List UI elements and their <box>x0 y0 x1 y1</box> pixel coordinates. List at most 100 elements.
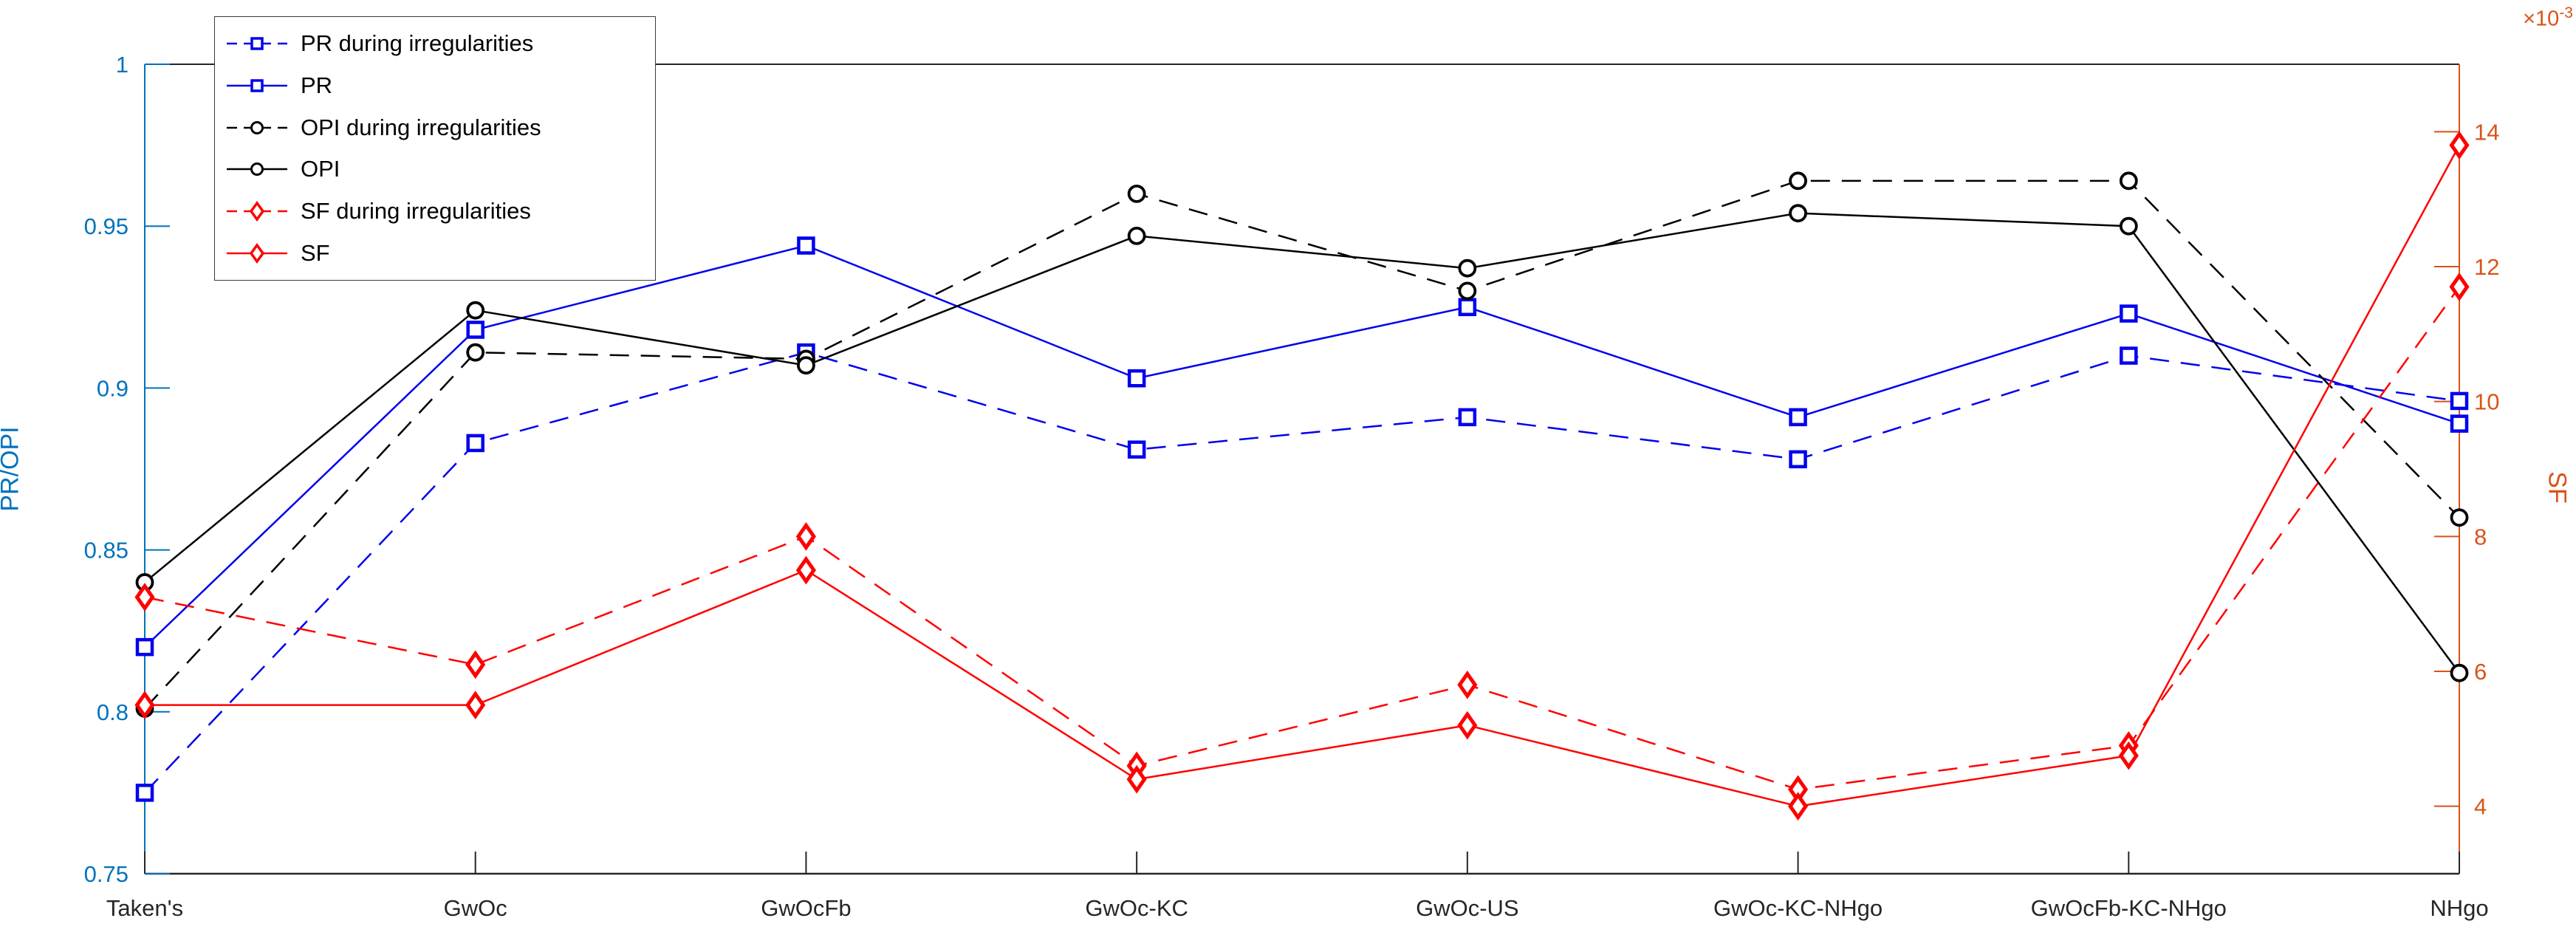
left-tick-label: 0.85 <box>84 538 129 564</box>
diamond-marker <box>134 583 155 612</box>
circle-marker <box>466 301 485 320</box>
legend-entry: SF <box>225 234 651 273</box>
diamond-marker <box>1457 710 1478 740</box>
x-tick-label: GwOc-KC-NHgo <box>1713 895 1883 921</box>
square-marker <box>2120 346 2138 365</box>
square-marker <box>250 37 264 51</box>
square-marker <box>135 784 154 802</box>
diamond-marker <box>134 691 155 720</box>
legend-entry: OPI <box>225 150 651 188</box>
x-tick-label: GwOc-US <box>1416 895 1519 921</box>
square-marker <box>2450 414 2469 433</box>
diamond-marker <box>1788 792 1809 821</box>
series-lines <box>144 145 2461 807</box>
square-marker <box>466 434 484 453</box>
circle-marker <box>466 343 485 362</box>
left-y-axis-label: PR/OPI <box>0 426 24 512</box>
diamond-marker <box>1457 670 1478 699</box>
diamond-marker <box>1126 764 1147 794</box>
right-axis-exponent: ×10-3 <box>2523 4 2573 31</box>
x-tick-label: GwOc-KC <box>1085 895 1188 921</box>
diamond-marker <box>795 555 816 585</box>
diamond-marker <box>2449 273 2470 301</box>
legend-label: OPI <box>301 156 340 182</box>
left-tick-label: 0.9 <box>97 375 129 401</box>
diamond-marker <box>465 691 486 720</box>
x-tick-label: GwOcFb <box>761 895 851 921</box>
left-tick-label: 0.75 <box>84 861 129 887</box>
diamond-marker <box>2118 741 2139 770</box>
series-line-sf-during-irregularities <box>144 286 2461 791</box>
left-tick-label: 0.8 <box>97 699 129 725</box>
legend-label: SF during irregularities <box>301 197 531 224</box>
circle-marker <box>1127 226 1146 245</box>
legend-label: PR <box>301 72 333 98</box>
diamond-marker <box>465 650 486 679</box>
series-line-sf <box>145 145 2461 807</box>
circle-marker <box>2450 508 2469 527</box>
diamond-marker <box>249 242 265 264</box>
x-tick-label: NHgo <box>2430 895 2488 921</box>
square-marker <box>1789 450 1807 469</box>
legend-sample-dashed <box>227 37 287 51</box>
square-marker <box>1458 408 1477 427</box>
circle-marker <box>2119 216 2138 236</box>
right-y-axis-label: SF <box>2543 471 2572 504</box>
x-tick-label: GwOcFb-KC-NHgo <box>2031 895 2227 921</box>
series-markers <box>134 131 2470 821</box>
circle-marker <box>1789 171 1807 191</box>
legend-sample-dashed <box>227 200 287 222</box>
series-line-opi <box>144 212 2461 674</box>
circle-marker <box>2450 663 2469 682</box>
square-marker <box>2450 391 2469 411</box>
legend-sample-dashed <box>227 120 287 134</box>
legend-entry: PR <box>225 66 651 105</box>
legend-entry: OPI during irregularities <box>225 109 651 147</box>
square-marker <box>2120 304 2138 323</box>
square-marker <box>135 637 154 657</box>
circle-marker <box>1789 204 1807 223</box>
square-marker <box>466 321 484 339</box>
square-marker <box>250 79 264 92</box>
x-tick-label: GwOc <box>444 895 507 921</box>
right-tick-label: 14 <box>2474 119 2499 145</box>
legend-sample-solid <box>227 162 287 177</box>
circle-marker <box>1458 258 1477 278</box>
diamond-marker <box>249 200 265 222</box>
circle-marker <box>250 120 264 134</box>
legend-sample-solid <box>227 242 287 264</box>
circle-marker <box>797 356 815 375</box>
square-marker <box>1127 369 1146 388</box>
square-marker <box>1127 440 1146 459</box>
right-tick-label: 12 <box>2474 254 2499 280</box>
left-tick-label: 0.95 <box>84 213 129 239</box>
circle-marker <box>1458 281 1477 301</box>
diamond-marker <box>795 521 816 551</box>
right-tick-label: 6 <box>2474 659 2487 685</box>
series-line-pr <box>144 244 2460 648</box>
right-tick-label: 10 <box>2474 389 2499 415</box>
square-marker <box>797 236 815 255</box>
legend-box: PR during irregularities PR OPI during irr… <box>214 16 656 281</box>
legend-label: PR during irregularities <box>301 30 534 57</box>
diamond-marker <box>2449 131 2470 160</box>
x-tick-label: Taken's <box>106 895 183 921</box>
legend-sample-solid <box>227 79 287 92</box>
circle-marker <box>250 162 264 177</box>
right-tick-label: 4 <box>2474 794 2487 820</box>
legend-entry: SF during irregularities <box>225 192 651 230</box>
square-marker <box>1789 408 1807 427</box>
legend-entry: PR during irregularities <box>225 24 651 63</box>
legend-label: OPI during irregularities <box>301 114 541 140</box>
right-tick-label: 8 <box>2474 524 2487 549</box>
square-marker <box>1458 298 1477 317</box>
left-tick-label: 1 <box>116 52 129 78</box>
circle-marker <box>2119 171 2138 191</box>
circle-marker <box>1127 184 1146 203</box>
legend-label: SF <box>301 239 330 266</box>
series-line-opi-during-irregularities <box>144 179 2460 710</box>
series-line-pr-during-irregularities <box>144 351 2460 794</box>
